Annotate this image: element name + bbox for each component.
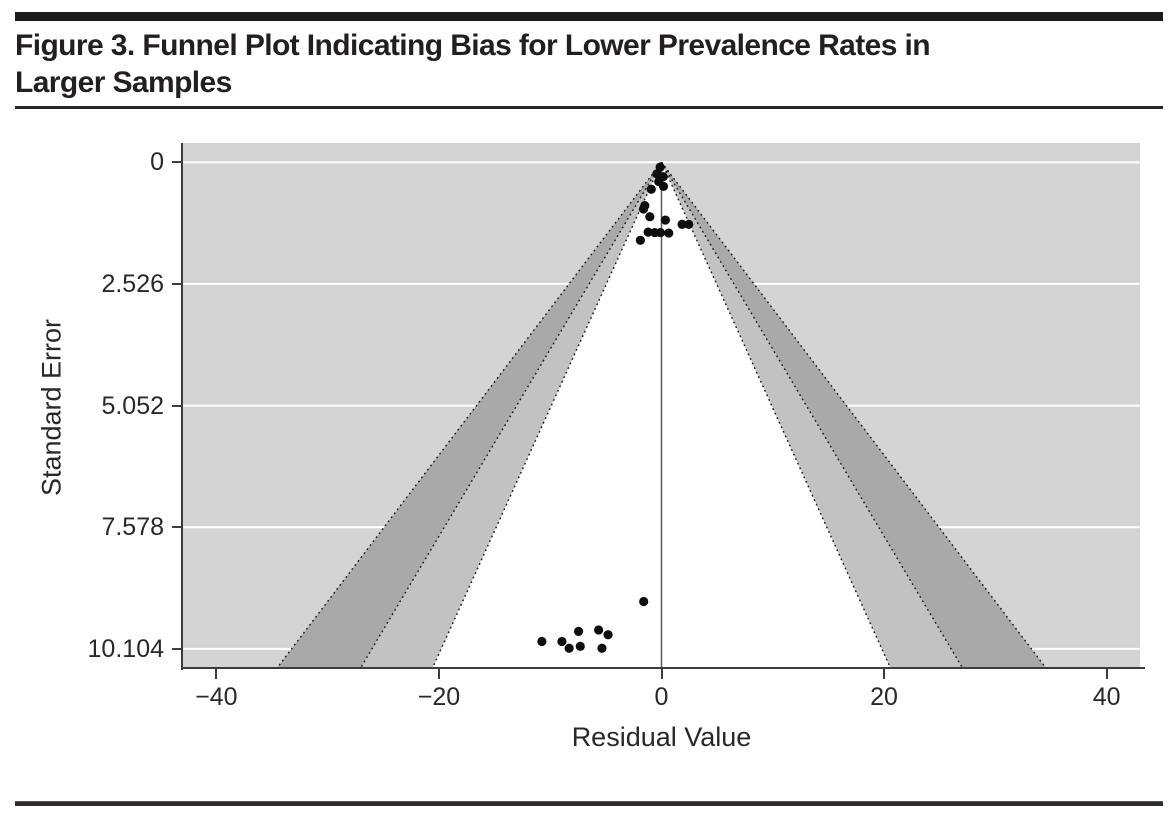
x-tick-label: 20 [870, 683, 898, 711]
data-point [677, 219, 687, 229]
y-tick-label: 2.526 [101, 269, 164, 298]
data-point [573, 626, 584, 636]
x-tick-mark [883, 668, 886, 679]
data-point [684, 219, 694, 229]
data-point [635, 235, 645, 245]
funnel-plot-canvas [183, 143, 1140, 668]
data-point [638, 204, 649, 214]
x-tick-label: −40 [195, 683, 238, 711]
y-tick-mark [172, 526, 183, 529]
data-point [646, 184, 656, 194]
x-tick-mark [660, 668, 663, 679]
data-point [643, 227, 653, 237]
funnel-boundary-line [660, 161, 964, 668]
data-point [557, 636, 567, 647]
data-point [664, 228, 674, 238]
y-tick-label: 0 [150, 148, 164, 177]
funnel-boundary-line [660, 161, 1047, 668]
x-tick-label: 0 [654, 683, 669, 711]
x-tick-mark [1105, 668, 1108, 679]
data-point [639, 596, 649, 607]
figure-top-rule [15, 12, 1163, 21]
data-point [660, 215, 670, 225]
data-point [594, 625, 604, 635]
y-tick-label: 5.052 [101, 391, 164, 420]
y-tick-label: 10.104 [87, 634, 164, 663]
figure-title: Figure 3. Funnel Plot Indicating Bias fo… [15, 27, 1165, 101]
inner-band-right [661, 162, 963, 668]
data-point [564, 643, 574, 653]
figure-bottom-rule [15, 801, 1163, 806]
data-point [655, 227, 665, 238]
figure-title-line2: Larger Samples [15, 66, 232, 99]
data-point [658, 181, 669, 191]
x-tick-mark [215, 668, 218, 679]
x-tick-mark [437, 668, 440, 679]
figure-title-rule [15, 106, 1163, 109]
x-tick-label: 40 [1092, 683, 1121, 711]
data-point [645, 212, 655, 222]
y-tick-mark [172, 404, 183, 407]
x-axis-line [181, 667, 1145, 669]
figure-title-line1: Figure 3. Funnel Plot Indicating Bias fo… [15, 29, 931, 62]
data-point [537, 636, 547, 647]
data-point [603, 630, 613, 640]
data-point [597, 643, 607, 653]
x-tick-label: −20 [417, 683, 461, 711]
funnel-boundary-line [359, 161, 663, 668]
funnel-boundary-line [276, 161, 663, 668]
y-tick-mark [172, 282, 183, 285]
y-tick-label: 7.578 [101, 513, 164, 542]
x-axis-title: Residual Value [571, 722, 752, 752]
y-tick-mark [172, 161, 183, 164]
data-point [575, 641, 585, 651]
y-tick-mark [172, 647, 183, 650]
